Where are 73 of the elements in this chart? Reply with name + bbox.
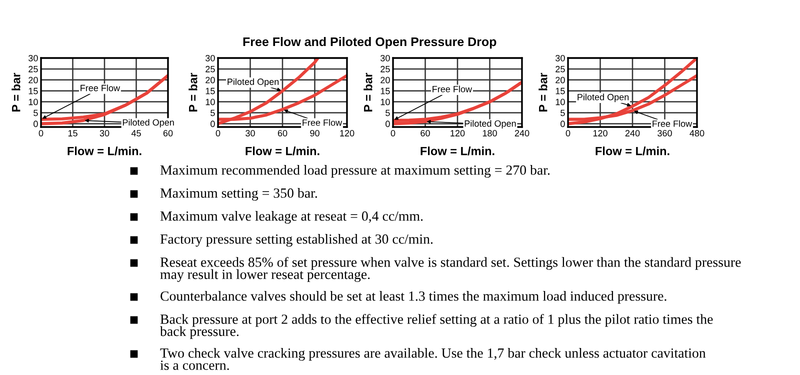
- x-axis-title: Flow = L/min.: [68, 146, 142, 156]
- y-tick-label: 20: [206, 76, 215, 84]
- x-tick-label: 360: [658, 130, 672, 136]
- x-tick-label: 0: [38, 130, 44, 136]
- y-tick-label: 15: [380, 88, 390, 94]
- y-tick-label: 20: [380, 76, 390, 84]
- series-label: Free Flow: [80, 84, 120, 92]
- x-tick-label: 180: [482, 130, 497, 136]
- x-tick-label: 240: [514, 130, 530, 136]
- y-tick-label: 25: [380, 66, 390, 72]
- text: Maximum recommended load pressure at maximum setting = 270 bar.: [160, 165, 550, 178]
- series-label: Piloted Open: [578, 94, 629, 102]
- x-tick-label: 45: [131, 130, 141, 136]
- x-tick-label: 60: [278, 130, 288, 136]
- y-tick-label: 5: [34, 110, 38, 116]
- y-tick-label: 25: [28, 66, 38, 72]
- text: Maximum setting = 350 bar.: [160, 188, 317, 201]
- y-axis-title: P = bar: [538, 72, 548, 112]
- x-tick-label: 90: [310, 130, 320, 136]
- y-tick-label: 15: [206, 88, 215, 94]
- series-label: Free Flow: [432, 86, 472, 92]
- x-tick-label: 30: [246, 130, 255, 136]
- y-tick-label: 10: [206, 98, 215, 106]
- y-tick-label: 10: [28, 98, 38, 106]
- chart-title: Free Flow and Piloted Open Pressure Drop: [243, 36, 496, 49]
- series-label: Free Flow: [652, 120, 692, 127]
- series-label: Piloted Open: [122, 119, 174, 128]
- y-tick-label: 15: [28, 88, 38, 94]
- y-tick-label: 30: [556, 54, 565, 62]
- text: Counterbalance valves should be set at least 1.3 times the maximum load induced pressure.: [160, 291, 666, 304]
- x-tick-label: 480: [690, 130, 704, 136]
- x-tick-label: 0: [566, 130, 570, 136]
- y-tick-label: 0: [560, 120, 565, 128]
- y-tick-label: 30: [380, 54, 390, 62]
- series-label: Piloted Open: [464, 120, 516, 129]
- y-tick-label: 30: [206, 54, 215, 62]
- y-axis-title: P = bar: [12, 72, 20, 112]
- x-tick-label: 60: [420, 130, 430, 136]
- y-tick-label: 0: [386, 120, 390, 128]
- text: Maximum valve leakage at reseat = 0,4 cc/mm.: [160, 211, 423, 224]
- y-tick-label: 15: [556, 88, 565, 94]
- x-axis-title: Flow = L/min.: [246, 146, 320, 156]
- y-tick-label: 30: [28, 54, 38, 62]
- y-axis-title: P = bar: [364, 72, 372, 112]
- x-tick-label: 0: [390, 130, 396, 136]
- series-label: Piloted Open: [228, 78, 279, 87]
- y-tick-label: 5: [560, 110, 565, 116]
- series-label: Free Flow: [302, 119, 342, 126]
- x-tick-label: 120: [450, 130, 465, 136]
- y-tick-label: 5: [386, 110, 390, 116]
- y-tick-label: 5: [210, 110, 215, 116]
- y-tick-label: 20: [556, 76, 565, 84]
- x-tick-label: 30: [100, 130, 110, 136]
- y-tick-label: 0: [34, 120, 38, 128]
- y-tick-label: 20: [28, 76, 38, 84]
- text: Reseat exceeds 85% of set pressure when valve is standard set. Settings lower than the standard pressure may result in lower reseat percentage.: [160, 257, 741, 282]
- y-tick-label: 10: [380, 98, 390, 106]
- y-tick-label: 25: [206, 66, 215, 72]
- y-tick-label: 10: [556, 98, 565, 106]
- x-tick-label: 60: [163, 130, 173, 136]
- x-tick-label: 0: [216, 130, 220, 136]
- text: Back pressure at port 2 adds to the effective relief setting at a ratio of 1 plus the pilot ratio times the back pressure.: [160, 314, 713, 339]
- x-axis-title: Flow = L/min.: [420, 146, 494, 156]
- x-axis-title: Flow = L/min.: [596, 146, 670, 156]
- y-axis-title: P = bar: [188, 72, 198, 112]
- text: Factory pressure setting established at 30 cc/min.: [160, 234, 433, 247]
- x-tick-label: 15: [68, 130, 78, 136]
- x-tick-label: 240: [625, 130, 640, 136]
- x-tick-label: 120: [340, 130, 354, 136]
- y-tick-label: 25: [556, 66, 565, 72]
- y-tick-label: 0: [210, 120, 215, 128]
- x-tick-label: 120: [593, 130, 608, 136]
- text: Two check valve cracking pressures are available. Use the 1,7 bar check unless actuator cavitation is a concern.: [160, 348, 706, 370]
